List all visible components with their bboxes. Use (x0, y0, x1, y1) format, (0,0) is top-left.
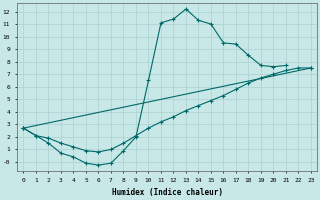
X-axis label: Humidex (Indice chaleur): Humidex (Indice chaleur) (112, 188, 223, 197)
